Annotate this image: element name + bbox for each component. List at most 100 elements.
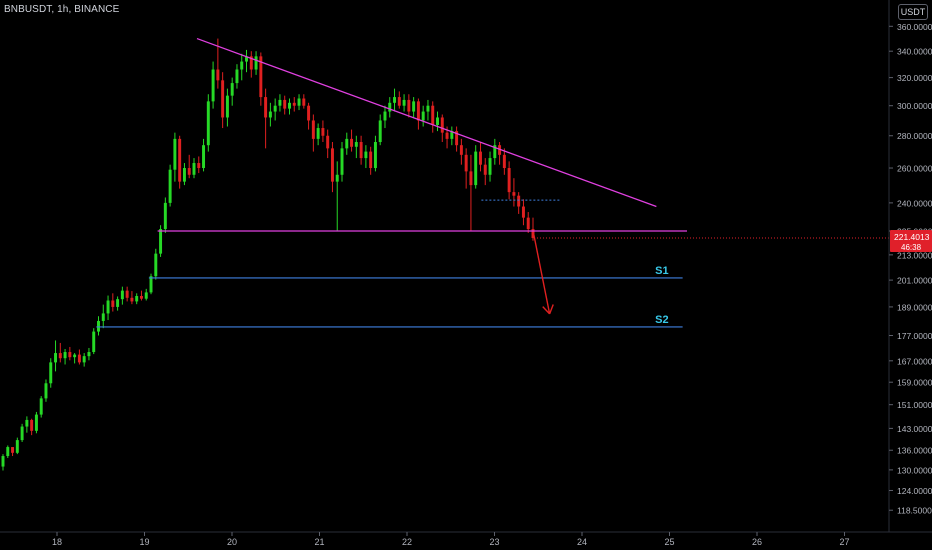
candle-body	[101, 313, 105, 321]
candle-body	[106, 300, 110, 314]
candle	[292, 97, 296, 112]
candle-body	[135, 295, 139, 302]
candle-body	[39, 398, 43, 415]
candle-body	[130, 297, 134, 302]
candle	[345, 132, 349, 155]
candle-body	[330, 148, 334, 182]
candle	[288, 98, 291, 115]
candle-body	[20, 426, 24, 441]
y-tick-label: 177.0000	[897, 331, 932, 341]
candle-body	[364, 151, 368, 159]
candle	[326, 129, 330, 159]
candle-body	[311, 120, 315, 139]
candle-body	[173, 138, 177, 170]
candle-body	[197, 163, 201, 169]
y-tick-label: 167.0000	[897, 356, 932, 366]
candle-body	[116, 299, 120, 307]
projection-arrow-shaft[interactable]	[533, 234, 551, 315]
candle-body	[450, 131, 454, 139]
y-tick-label: 340.0000	[897, 47, 932, 57]
candle	[521, 199, 525, 226]
candle-body	[144, 292, 148, 299]
candle	[202, 138, 206, 172]
candle	[450, 126, 454, 146]
candle-body	[34, 414, 38, 431]
x-tick-label: 24	[577, 537, 587, 547]
currency-badge[interactable]: USDT	[898, 4, 928, 20]
candle	[182, 163, 186, 186]
candle-body	[11, 447, 15, 453]
candle	[493, 138, 497, 165]
candle-body	[211, 69, 215, 102]
candle	[197, 156, 201, 174]
candle-body	[225, 95, 229, 118]
candle-body	[326, 135, 330, 149]
candle-body	[73, 354, 77, 358]
y-tick-label: 151.0000	[897, 400, 932, 410]
candle-body	[445, 132, 449, 139]
x-tick-label: 25	[664, 537, 674, 547]
y-tick-label: 124.0000	[897, 486, 932, 496]
candle	[307, 102, 311, 130]
candle	[507, 161, 511, 200]
candle-body	[397, 97, 401, 106]
descending-resistance-line[interactable]	[196, 37, 657, 208]
candle	[407, 94, 411, 118]
candle	[297, 94, 301, 111]
candle-body	[149, 276, 153, 293]
projection-arrow-head	[542, 306, 551, 315]
candle	[249, 51, 253, 78]
candle	[49, 358, 53, 388]
candle	[402, 94, 406, 112]
x-tick-label: 19	[139, 537, 149, 547]
candle	[416, 98, 420, 130]
x-tick-label: 18	[52, 537, 62, 547]
y-tick-label: 118.5000	[897, 506, 932, 516]
candle-layer	[1, 38, 535, 471]
candle-body	[354, 142, 358, 147]
candle-body	[478, 151, 482, 165]
candle-body	[163, 202, 167, 230]
candle-body	[288, 102, 291, 109]
candle-body	[120, 290, 124, 300]
candle	[139, 290, 143, 301]
candle-body	[168, 169, 172, 203]
candle-body	[240, 61, 244, 70]
candle-body	[483, 164, 487, 175]
y-tick-label: 213.0000	[897, 250, 932, 260]
candle-body	[206, 101, 210, 146]
candle-body	[388, 102, 392, 112]
candle-body	[297, 98, 301, 106]
candle	[221, 72, 225, 129]
candle-body	[402, 99, 406, 106]
candle	[168, 164, 172, 207]
candle-body	[292, 102, 296, 106]
candle	[369, 146, 373, 175]
current-price-tag	[890, 230, 932, 253]
candle-body	[111, 300, 115, 307]
candle	[68, 346, 72, 361]
candle-body	[359, 142, 363, 159]
candle	[87, 347, 91, 361]
candle-body	[87, 352, 91, 357]
candle	[73, 353, 77, 364]
candle	[11, 447, 15, 457]
candle-body	[264, 97, 268, 118]
candle	[517, 192, 521, 214]
x-tick-label: 21	[314, 537, 324, 547]
candle	[225, 88, 229, 127]
candle	[230, 77, 234, 106]
x-tick-label: 26	[752, 537, 762, 547]
candle	[192, 158, 196, 179]
candle	[531, 217, 535, 241]
candle-body	[63, 352, 67, 359]
candle	[116, 296, 120, 311]
candle-body	[77, 354, 81, 363]
candle-body	[278, 99, 282, 106]
candle-body	[416, 101, 420, 121]
candle-body	[30, 419, 34, 431]
candle-body	[187, 168, 191, 175]
y-tick-label: 300.0000	[897, 101, 932, 111]
candle-body	[426, 105, 430, 112]
